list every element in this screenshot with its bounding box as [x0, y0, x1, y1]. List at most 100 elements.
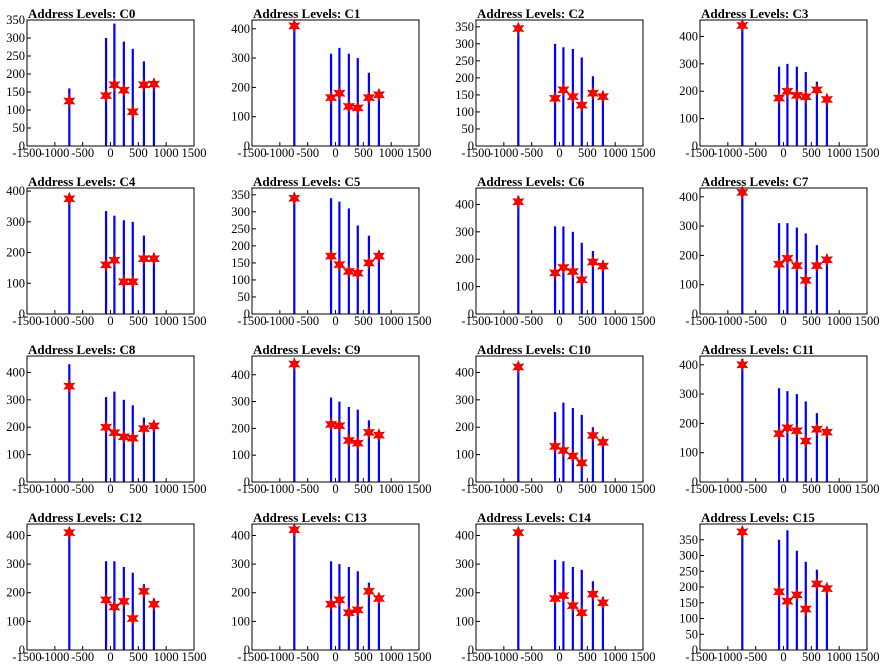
- peak-marker: [557, 260, 570, 275]
- plot-frame: [699, 19, 868, 147]
- x-tick-label: 500: [354, 650, 373, 664]
- histogram-bar: [517, 529, 520, 650]
- histogram-bar: [786, 391, 789, 482]
- histogram-bar: [367, 420, 370, 482]
- x-tick-label: -1000: [40, 314, 69, 328]
- x-tick-label: -1500: [685, 314, 714, 328]
- histogram-bar: [152, 425, 156, 482]
- peak-marker: [736, 185, 749, 200]
- y-tick-label: 200: [231, 80, 250, 94]
- x-tick-label: -500: [520, 650, 543, 664]
- x-tick-label: 1000: [603, 482, 628, 496]
- peak-marker: [325, 417, 338, 432]
- y-tick-label: 0: [468, 307, 474, 321]
- y-tick-label: 200: [455, 252, 474, 266]
- peak-marker: [126, 431, 139, 446]
- y-tick-label: 0: [19, 307, 25, 321]
- y-tick-label: 0: [692, 307, 698, 321]
- y-tick-label: 150: [231, 256, 250, 270]
- peak-marker: [596, 259, 609, 274]
- x-tick-label: -1000: [489, 146, 518, 160]
- peak-marker: [288, 357, 301, 372]
- y-tick-label: 0: [692, 139, 698, 153]
- y-tick-label: 300: [6, 557, 25, 571]
- peak-marker: [799, 602, 812, 617]
- histogram-bar: [804, 72, 807, 146]
- x-tick-label: 0: [556, 314, 562, 328]
- y-tick-label: 100: [231, 448, 250, 462]
- peak-marker: [325, 249, 338, 264]
- panel-11: Address Levels: C11 0 100 200 300 400 -1500-10…: [679, 342, 879, 496]
- panel-title: Address Levels: C5: [253, 174, 361, 189]
- y-tick-label: 0: [692, 475, 698, 489]
- panel-7: Address Levels: C7 0 100 200 300 400 -1500-100…: [679, 174, 879, 328]
- x-tick-label: -1000: [265, 650, 294, 664]
- histogram-bar: [825, 427, 829, 482]
- histogram-bar: [152, 257, 156, 314]
- y-tick-label: 50: [238, 290, 251, 304]
- y-tick-label: 0: [244, 307, 250, 321]
- y-tick-label: 150: [6, 85, 25, 99]
- histogram-bar: [367, 582, 370, 650]
- peak-marker: [100, 257, 113, 272]
- peak-marker: [342, 264, 355, 279]
- peak-marker: [333, 418, 346, 433]
- y-tick-label: 400: [6, 365, 25, 379]
- histogram-bar: [131, 221, 134, 314]
- histogram-bar: [777, 66, 781, 146]
- x-tick-label: -1000: [713, 482, 742, 496]
- histogram-bar: [104, 397, 108, 482]
- y-tick-label: 300: [679, 219, 698, 233]
- peak-marker: [372, 428, 385, 443]
- peak-marker: [575, 272, 588, 287]
- x-tick-label: 1500: [631, 146, 656, 160]
- x-tick-label: 0: [556, 650, 562, 664]
- histogram-bar: [786, 223, 789, 314]
- plot-frame: [251, 187, 420, 315]
- panel-title: Address Levels: C7: [701, 174, 809, 189]
- x-tick-label: 1000: [154, 482, 179, 496]
- peak-marker: [137, 584, 150, 599]
- peak-marker: [100, 420, 113, 435]
- peak-marker: [117, 594, 130, 609]
- x-tick-label: -1500: [12, 314, 41, 328]
- y-tick-label: 100: [679, 278, 698, 292]
- x-tick-label: 0: [107, 482, 113, 496]
- peak-marker: [820, 252, 833, 267]
- y-tick-label: 300: [6, 215, 25, 229]
- x-tick-label: -1000: [489, 314, 518, 328]
- x-tick-label: -1000: [40, 650, 69, 664]
- peak-marker: [351, 100, 364, 115]
- y-tick-label: 200: [231, 586, 250, 600]
- peak-marker: [736, 524, 749, 539]
- panel-6: Address Levels: C6 0 100 200 300 400 -1500-100…: [455, 174, 655, 328]
- x-tick-label: 1000: [827, 314, 852, 328]
- histogram-bar: [601, 597, 605, 650]
- panel-15: Address Levels: C15050100150200250300350…: [679, 510, 879, 664]
- histogram-bar: [786, 63, 789, 146]
- y-tick-label: 100: [679, 112, 698, 126]
- x-tick-label: -1500: [12, 146, 41, 160]
- x-tick-label: -1500: [12, 650, 41, 664]
- y-tick-label: 300: [679, 387, 698, 401]
- x-tick-label: 0: [556, 482, 562, 496]
- y-tick-label: 200: [455, 71, 474, 85]
- y-tick-label: 0: [244, 475, 250, 489]
- plot-frame: [475, 355, 644, 483]
- x-tick-label: 1000: [154, 650, 179, 664]
- x-tick-label: -1500: [237, 146, 266, 160]
- histogram-bar: [580, 414, 583, 482]
- peak-marker: [147, 597, 160, 612]
- x-tick-label: -500: [744, 314, 767, 328]
- x-tick-label: 1000: [827, 650, 852, 664]
- peak-marker: [773, 584, 786, 599]
- x-tick-label: 0: [332, 314, 338, 328]
- y-tick-label: 0: [244, 139, 250, 153]
- y-tick-label: 50: [462, 122, 475, 136]
- x-tick-label: 0: [107, 650, 113, 664]
- x-tick-label: 1500: [182, 146, 207, 160]
- panel-4: Address Levels: C4 0 100 200 300 400 -1500-100…: [6, 174, 206, 328]
- x-tick-label: 1000: [154, 146, 179, 160]
- y-tick-label: 200: [455, 420, 474, 434]
- histogram-bar: [741, 28, 744, 146]
